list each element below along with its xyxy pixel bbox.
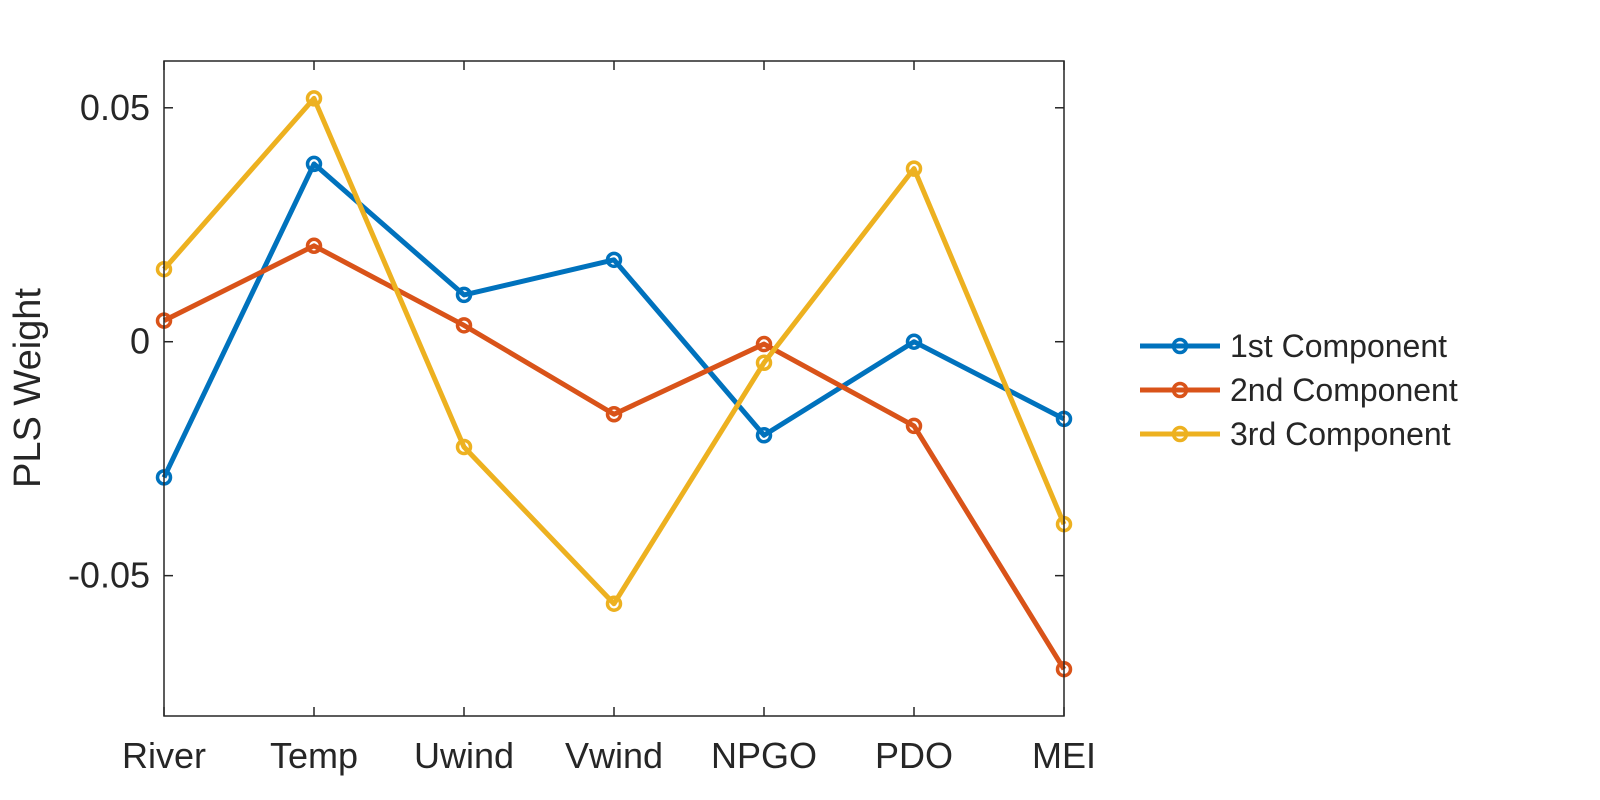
series-line — [161, 161, 1066, 479]
data-point — [755, 354, 773, 372]
x-tick-labels: River Temp Uwind Vwind NPGO PDO MEI — [122, 735, 1096, 776]
legend-marker — [1171, 381, 1189, 399]
x-tick-label: PDO — [875, 735, 953, 776]
y-tick-label: -0.05 — [68, 555, 150, 596]
x-tick-label: Uwind — [414, 735, 514, 776]
data-point — [305, 155, 323, 173]
legend-marker — [1171, 425, 1189, 443]
x-tick-label: Vwind — [565, 735, 663, 776]
data-point — [455, 438, 473, 456]
data-point — [605, 251, 623, 269]
y-tick-labels: -0.05 0 0.05 — [68, 87, 150, 596]
series-layer — [155, 90, 1073, 678]
y-axis-label: PLS Weight — [7, 288, 49, 488]
x-tick-label: MEI — [1032, 735, 1096, 776]
data-point — [305, 90, 323, 107]
data-point — [755, 427, 773, 444]
legend-entry: 1st Component — [1140, 328, 1447, 364]
legend: 1st Component 2nd Component 3rd Component — [1140, 328, 1458, 452]
y-tick-label: 0 — [130, 321, 150, 362]
data-point — [455, 317, 473, 334]
legend-entry: 2nd Component — [1140, 372, 1458, 408]
data-point — [755, 335, 773, 353]
data-point — [905, 417, 923, 435]
data-point — [605, 405, 623, 423]
legend-label: 1st Component — [1230, 328, 1447, 364]
data-point — [455, 286, 473, 304]
plot-frame — [163, 60, 1065, 717]
plot-area — [164, 61, 1064, 716]
legend-label: 3rd Component — [1230, 416, 1451, 452]
legend-entry: 3rd Component — [1140, 416, 1451, 452]
data-point — [305, 237, 323, 255]
legend-marker — [1171, 337, 1189, 355]
x-tick-label: Temp — [270, 735, 358, 776]
x-tick-label: NPGO — [711, 735, 817, 776]
legend-label: 2nd Component — [1230, 372, 1458, 408]
data-point — [905, 160, 923, 177]
x-tick-label: River — [122, 735, 206, 776]
data-point — [905, 333, 923, 350]
data-point — [605, 595, 623, 612]
y-tick-label: 0.05 — [80, 87, 150, 128]
series-line — [162, 243, 1067, 671]
series-line — [162, 95, 1067, 607]
